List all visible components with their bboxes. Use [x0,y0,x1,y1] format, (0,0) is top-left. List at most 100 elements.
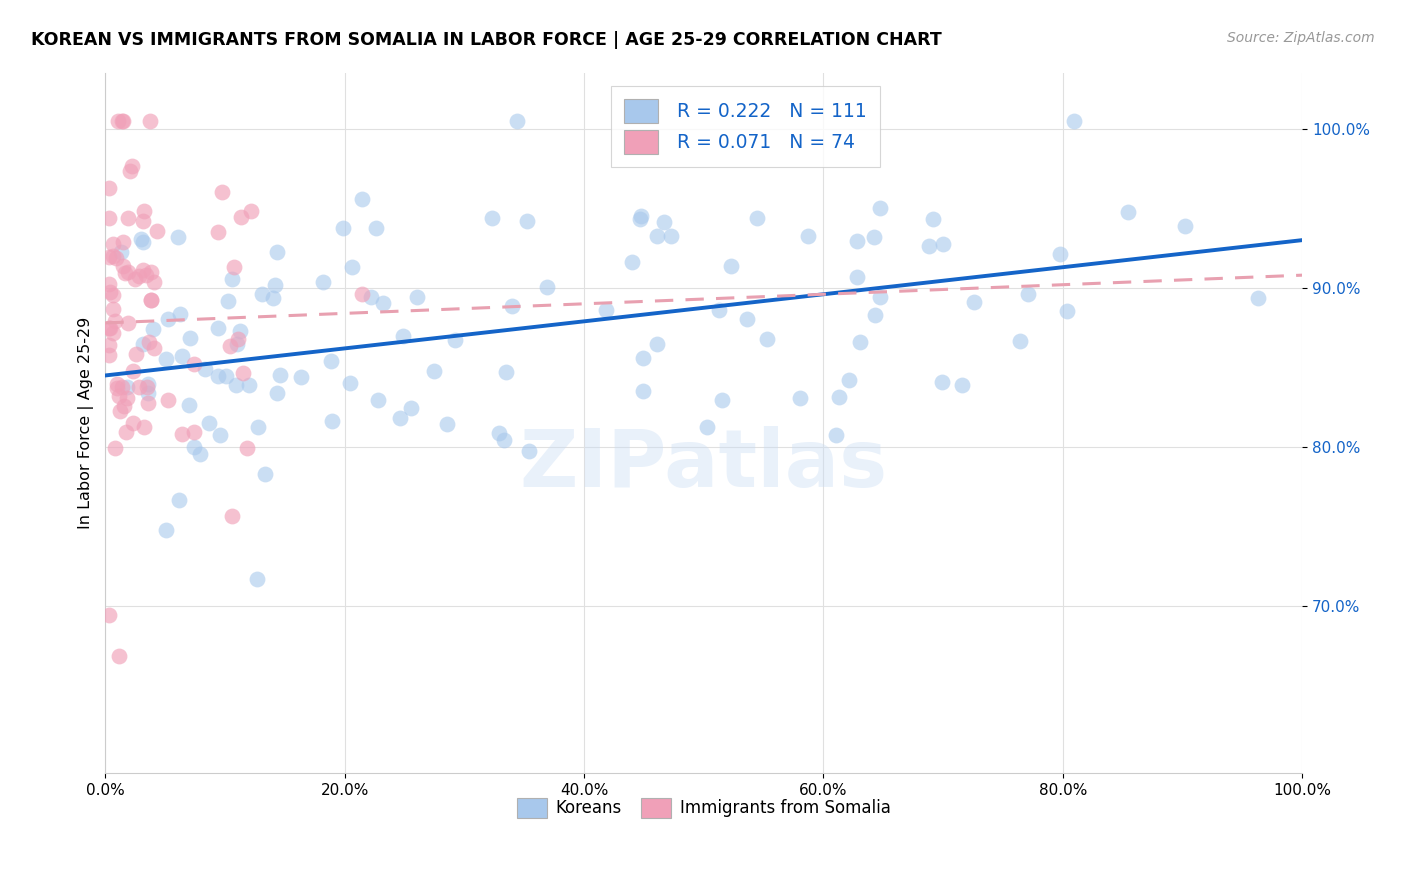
Point [720,259,742,273]
Point [183,357,205,371]
Point [111,114,134,128]
Point [136,385,159,400]
Point [1247,291,1270,305]
Point [183,425,205,439]
Point [117,316,139,330]
Point [631,351,654,366]
Point [481,211,503,225]
Point [115,425,138,439]
Point [262,291,284,305]
Point [696,420,718,434]
Point [339,376,361,390]
Point [138,396,160,410]
Point [631,384,654,398]
Point [124,271,146,285]
Point [108,648,131,663]
Point [863,308,886,322]
Point [824,427,846,442]
Point [436,417,458,432]
Point [211,185,233,199]
Point [247,420,270,434]
Point [157,392,180,407]
Point [111,380,134,394]
Point [226,337,249,351]
Point [98,348,121,362]
Point [922,212,945,227]
Point [157,311,180,326]
Point [177,398,200,412]
Point [104,441,127,455]
Point [125,346,148,360]
Point [630,209,652,223]
Point [98,320,121,334]
Point [101,236,124,251]
Point [645,336,668,351]
Point [132,420,155,434]
Point [595,303,617,318]
Point [1116,205,1139,219]
Point [536,280,558,294]
Point [495,365,517,379]
Point [246,572,269,586]
Point [290,369,312,384]
Point [129,232,152,246]
Point [114,266,136,280]
Point [849,335,872,350]
Point [98,608,121,623]
Point [846,269,869,284]
Point [112,235,135,250]
Point [827,390,849,404]
Point [266,385,288,400]
Point [105,376,128,391]
Point [1017,287,1039,301]
Point [188,447,211,461]
Point [444,333,467,347]
Point [221,508,243,523]
Point [132,213,155,227]
Point [1056,304,1078,318]
Point [628,211,651,226]
Point [117,211,139,225]
Point [222,260,245,275]
Point [112,259,135,273]
Point [406,289,429,303]
Point [207,225,229,239]
Point [254,467,277,482]
Point [108,389,131,403]
Point [373,296,395,310]
Point [707,302,730,317]
Point [98,211,121,226]
Point [1008,334,1031,349]
Point [399,401,422,416]
Point [167,492,190,507]
Point [517,444,540,458]
Point [128,268,150,283]
Point [266,244,288,259]
Point [105,252,128,266]
Point [132,203,155,218]
Point [110,244,132,259]
Point [98,277,121,291]
Point [107,114,129,128]
Text: KOREAN VS IMMIGRANTS FROM SOMALIA IN LABOR FORCE | AGE 25-29 CORRELATION CHART: KOREAN VS IMMIGRANTS FROM SOMALIA IN LAB… [31,31,942,49]
Point [506,113,529,128]
Point [647,229,669,244]
Point [236,441,259,455]
Point [797,229,820,244]
Point [931,375,953,389]
Point [652,215,675,229]
Point [838,373,860,387]
Point [312,275,335,289]
Point [104,314,127,328]
Point [183,441,205,455]
Point [1049,247,1071,261]
Point [332,221,354,235]
Point [217,293,239,308]
Point [745,211,768,225]
Point [225,377,247,392]
Point [321,414,343,428]
Point [366,220,388,235]
Point [115,379,138,393]
Point [155,352,177,367]
Point [226,333,249,347]
